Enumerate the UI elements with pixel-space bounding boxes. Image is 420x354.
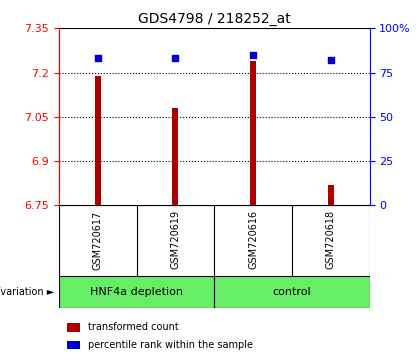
Title: GDS4798 / 218252_at: GDS4798 / 218252_at <box>138 12 291 26</box>
Bar <box>214 276 370 308</box>
Bar <box>172 108 178 205</box>
Bar <box>250 61 256 205</box>
Bar <box>328 185 334 205</box>
Text: GSM720618: GSM720618 <box>326 210 336 269</box>
Text: HNF4a depletion: HNF4a depletion <box>90 287 183 297</box>
Point <box>172 56 179 61</box>
Text: transformed count: transformed count <box>88 322 179 332</box>
Point <box>328 57 334 63</box>
Text: GSM720619: GSM720619 <box>171 210 180 269</box>
Text: genotype/variation ►: genotype/variation ► <box>0 287 55 297</box>
Point <box>249 52 256 58</box>
Bar <box>94 75 101 205</box>
Text: control: control <box>273 287 311 297</box>
Text: percentile rank within the sample: percentile rank within the sample <box>88 340 253 350</box>
Text: GSM720616: GSM720616 <box>248 210 258 269</box>
Text: GSM720617: GSM720617 <box>93 210 102 269</box>
Bar <box>59 276 214 308</box>
Point <box>94 56 101 61</box>
